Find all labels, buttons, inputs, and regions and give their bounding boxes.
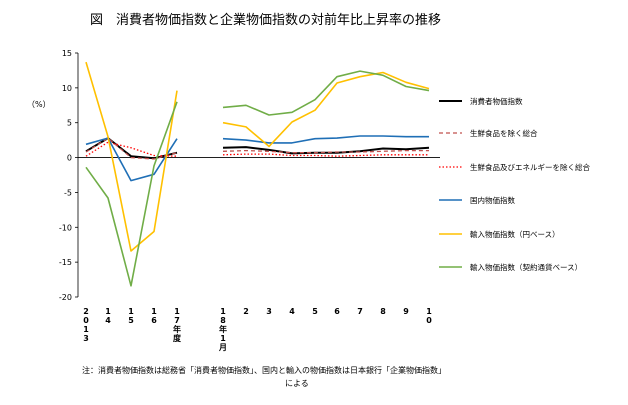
series-line-4 bbox=[222, 135, 429, 144]
legend-label: 消費者物価指数 bbox=[470, 96, 523, 106]
y-tick-label: 5 bbox=[67, 119, 72, 128]
chart-title: 図 消費者物価指数と企業物価指数の対前年比上昇率の推移 bbox=[90, 12, 441, 28]
y-tick-label: -20 bbox=[59, 293, 72, 302]
x-tick-label: 6 bbox=[334, 307, 340, 316]
x-tick-label: 5 bbox=[312, 307, 318, 316]
y-tick-label: 0 bbox=[67, 154, 72, 163]
legend-label: 生鮮食品を除く総合 bbox=[470, 128, 538, 138]
series-line-2 bbox=[222, 149, 429, 154]
series-lines bbox=[85, 61, 430, 287]
series-line-6 bbox=[222, 70, 430, 116]
series-line-4 bbox=[85, 137, 178, 182]
x-axis: 2 0 1 3 1 4 1 5 1 6 1 7 年度 1 8 年 1 月 2 3 4 5 6 7 8 9 1 0 bbox=[78, 157, 440, 352]
series-line-5 bbox=[85, 61, 178, 252]
series-line-5 bbox=[222, 71, 430, 148]
x-tick-label: 8 bbox=[380, 307, 386, 316]
y-axis: 15 10 5 0 -5 -10 -15 -20 bbox=[59, 49, 79, 302]
x-tick-label: 2 bbox=[243, 307, 249, 316]
x-tick-label: 7 bbox=[357, 307, 363, 316]
series-line-6 bbox=[85, 101, 178, 287]
legend-label: 生鮮食品及びエネルギーを除く総合 bbox=[470, 162, 590, 172]
footnote-line-2: による bbox=[285, 379, 309, 388]
x-tick-label: 4 bbox=[289, 307, 295, 316]
legend-label: 輸入物価指数（契約通貨ベース） bbox=[470, 262, 582, 272]
series-line-3 bbox=[85, 141, 178, 157]
y-tick-label: -15 bbox=[59, 258, 72, 267]
y-tick-label: -5 bbox=[64, 188, 72, 197]
x-tick-label: 9 bbox=[403, 307, 409, 316]
legend: 消費者物価指数生鮮食品を除く総合生鮮食品及びエネルギーを除く総合国内物価指数輸入… bbox=[439, 96, 590, 272]
footnote-line-1: 注：消費者物価指数は総務省「消費者物価指数」、国内と輸入の物価指数は日本銀行「企… bbox=[82, 365, 446, 375]
y-tick-label: 10 bbox=[62, 84, 72, 93]
series-line-3 bbox=[222, 153, 429, 157]
y-axis-label: （%） bbox=[27, 100, 51, 109]
series-line-2 bbox=[85, 137, 178, 160]
x-tick-label: 1 7 年度 bbox=[173, 307, 182, 343]
legend-label: 輸入物価指数（円ベース） bbox=[470, 229, 560, 239]
legend-label: 国内物価指数 bbox=[470, 195, 515, 205]
series-line-1 bbox=[222, 146, 430, 155]
x-tick-label: 3 bbox=[266, 307, 272, 316]
y-tick-label: -10 bbox=[59, 223, 72, 232]
y-tick-label: 15 bbox=[62, 49, 72, 58]
